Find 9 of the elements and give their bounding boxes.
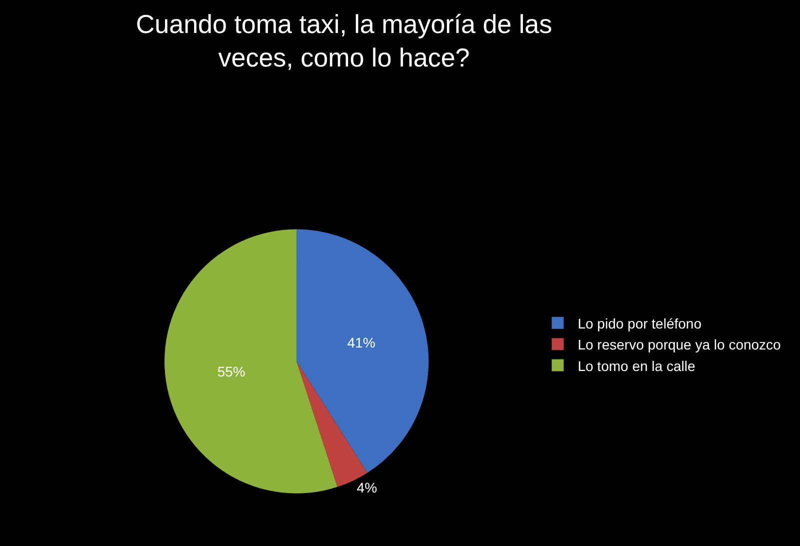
legend-label: Lo tomo en la calle bbox=[578, 358, 696, 374]
pie-slice bbox=[296, 229, 429, 473]
legend-label: Lo pido por teléfono bbox=[578, 315, 702, 332]
pie-slice bbox=[164, 229, 338, 494]
chart-title: Cuando toma taxi, la mayoría de las veces, como lo hace? bbox=[136, 8, 552, 73]
data-label: 41% bbox=[347, 334, 376, 351]
data-label: 4% bbox=[356, 479, 378, 496]
legend-label: Lo reservo porque ya lo conozco bbox=[578, 336, 782, 353]
data-label: 55% bbox=[217, 364, 246, 380]
